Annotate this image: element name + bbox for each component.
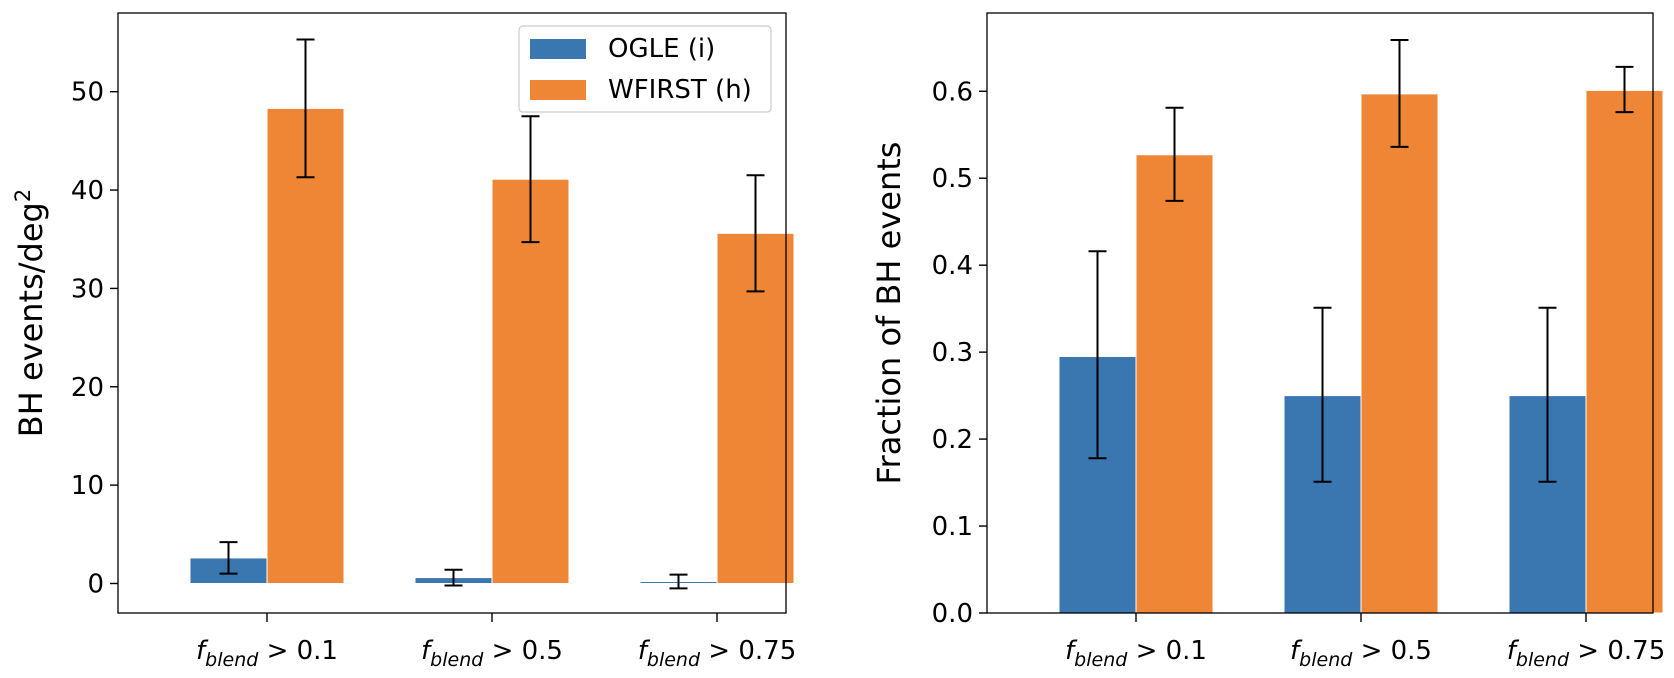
legend-label-wfirst: WFIRST (h) — [608, 75, 752, 105]
y-tick-label: 0 — [87, 569, 104, 599]
legend: OGLE (i) WFIRST (h) — [518, 25, 772, 113]
left-y-axis-label-text: BH events/deg — [12, 202, 50, 437]
error-bar-ogle-i-3 — [669, 573, 688, 590]
error-bar-wfirst-h-1 — [296, 38, 315, 179]
error-bar-wfirst-h-3 — [1615, 65, 1634, 114]
bar-wfirst-h-3 — [1585, 89, 1664, 614]
legend-label-ogle: OGLE (i) — [608, 34, 715, 64]
error-bar-wfirst-h-2 — [1390, 38, 1409, 148]
error-bar-wfirst-h-2 — [521, 115, 540, 244]
y-tick-label: 0.4 — [932, 251, 973, 281]
bar-wfirst-h-1 — [266, 107, 345, 584]
error-bar-ogle-i-3 — [1538, 306, 1557, 483]
legend-swatch-wfirst — [530, 80, 586, 100]
right-y-ticks: 0.0 0.1 0.2 0.3 0.4 0.5 0.6 — [932, 77, 987, 629]
left-y-axis-label: BH events/deg2 — [11, 189, 50, 437]
bar-wfirst-h-1 — [1135, 154, 1214, 614]
x-tick-label: fblend > 0.5 — [1290, 636, 1432, 671]
x-tick-label: fblend > 0.1 — [1065, 636, 1207, 671]
error-bar-ogle-i-1 — [219, 541, 238, 575]
y-tick-label: 0.0 — [932, 599, 973, 629]
right-bars — [1058, 89, 1664, 614]
x-tick-label: fblend > 0.1 — [196, 636, 338, 671]
right-y-axis-label: Fraction of BH events — [870, 142, 908, 485]
y-tick-label: 40 — [71, 176, 104, 206]
left-plot-frame — [117, 12, 787, 614]
x-tick-label: fblend > 0.75 — [1507, 636, 1666, 671]
bar-wfirst-h-2 — [1360, 93, 1439, 614]
error-bar-ogle-i-2 — [444, 568, 463, 587]
bar-wfirst-h-2 — [491, 178, 570, 584]
left-bars — [189, 107, 795, 584]
y-tick-label: 0.1 — [932, 512, 973, 542]
error-bar-wfirst-h-1 — [1165, 106, 1184, 202]
right-x-ticks: fblend > 0.1 fblend > 0.5 fblend > 0.75 — [1065, 613, 1665, 671]
y-tick-label: 20 — [71, 373, 104, 403]
y-tick-label: 10 — [71, 471, 104, 501]
error-bar-ogle-i-2 — [1313, 306, 1332, 483]
right-plot-frame — [986, 12, 1654, 614]
left-error-bars — [219, 38, 765, 590]
left-y-axis-label-superscript: 2 — [11, 189, 35, 202]
error-bar-ogle-i-1 — [1088, 250, 1107, 460]
y-tick-label: 0.2 — [932, 425, 973, 455]
right-panel: 0.00.10.20.30.40.50.6 fblend > 0.1 fblend… — [870, 12, 1665, 671]
x-tick-label: fblend > 0.5 — [421, 636, 563, 671]
y-tick-label: 50 — [71, 78, 104, 108]
legend-swatch-ogle — [530, 39, 586, 59]
x-tick-label: fblend > 0.75 — [638, 636, 797, 671]
y-tick-label: 0.6 — [932, 77, 973, 107]
left-x-ticks: fblend > 0.1 fblend > 0.5 fblend > 0.75 — [196, 613, 796, 671]
y-tick-label: 0.5 — [932, 164, 973, 194]
error-bar-wfirst-h-3 — [746, 174, 765, 293]
y-tick-label: 0.3 — [932, 338, 973, 368]
y-tick-label: 30 — [71, 274, 104, 304]
right-error-bars — [1088, 38, 1634, 483]
left-y-ticks: 0 10 20 30 40 50 — [71, 78, 118, 599]
